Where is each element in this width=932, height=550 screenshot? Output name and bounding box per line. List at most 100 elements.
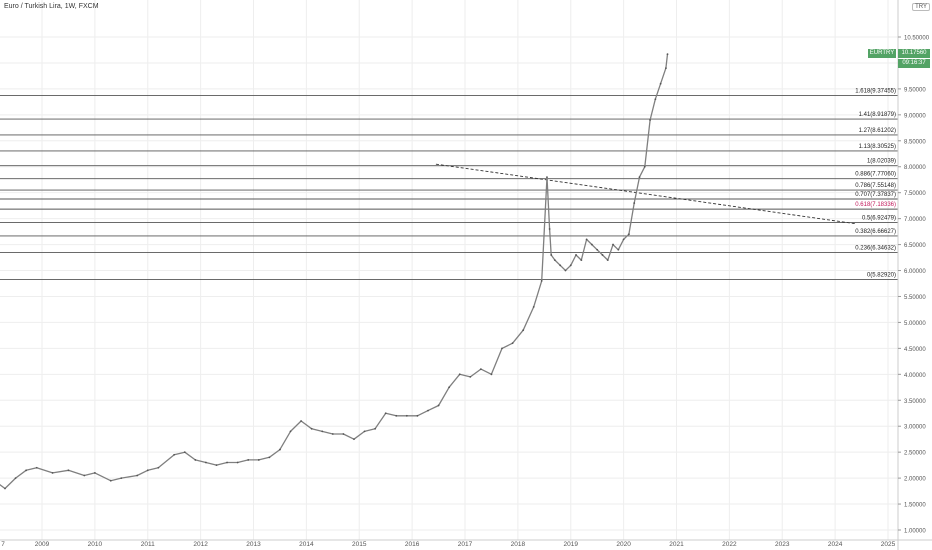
price-point <box>548 228 551 230</box>
price-point <box>437 404 440 407</box>
y-tick-label: 7.00000 <box>904 217 926 223</box>
price-point <box>67 469 70 472</box>
price-point <box>405 414 408 417</box>
y-tick-label: 5.00000 <box>904 321 926 327</box>
trendline[interactable] <box>435 163 857 225</box>
x-tick-label: 2013 <box>246 541 261 548</box>
price-point <box>553 259 556 262</box>
price-point <box>226 461 228 464</box>
x-tick-label: 2014 <box>299 541 314 548</box>
fib-level-label: 1.41(8.91879) <box>859 112 896 118</box>
price-point <box>569 264 572 267</box>
price-point <box>268 456 271 459</box>
price-point <box>14 477 17 480</box>
price-point <box>596 248 599 251</box>
price-point <box>511 342 514 345</box>
x-tick-label: 2021 <box>669 541 684 548</box>
fib-level-label: 0.707(7.37837) <box>855 192 896 198</box>
x-tick-label: 2023 <box>775 541 790 548</box>
fib-level-label: 1.27(8.61202) <box>859 128 896 134</box>
price-point <box>532 305 535 308</box>
price-point <box>146 469 149 472</box>
price-point <box>236 461 239 464</box>
x-tick-label: 2018 <box>511 541 526 548</box>
y-tick-label: 9.50000 <box>904 87 926 93</box>
price-point <box>374 427 377 430</box>
dashed-trendline[interactable] <box>435 163 857 225</box>
y-tick-label: 10.50000 <box>904 36 930 42</box>
price-point <box>522 329 525 332</box>
price-series <box>0 53 669 490</box>
price-point <box>279 448 281 451</box>
fib-level-label: 0.886(7.77060) <box>855 172 896 178</box>
price-point <box>35 466 38 469</box>
fib-level-label: 0.786(7.55148) <box>855 183 896 189</box>
fib-level-label: 0.236(6.34632) <box>855 246 896 252</box>
price-point <box>479 368 482 371</box>
price-point <box>4 487 6 490</box>
y-axis[interactable]: 1.00000 1.50000 2.00000 2.50000 3.00000 3.500… <box>897 0 930 550</box>
x-tick-label: 2009 <box>35 541 50 548</box>
y-tick-label: 2.50000 <box>904 451 926 457</box>
price-point <box>93 472 96 474</box>
x-tick-label: 2015 <box>352 541 367 548</box>
x-tick-label: 2020 <box>616 541 631 548</box>
y-tick-label: 6.50000 <box>904 243 926 249</box>
price-point <box>585 238 588 241</box>
y-tick-label: 5.50000 <box>904 295 926 301</box>
price-point <box>25 469 28 472</box>
price-point <box>612 243 614 246</box>
price-point <box>300 420 302 422</box>
price-point <box>591 243 593 246</box>
countdown-tag: 09:16:37 <box>898 58 930 68</box>
y-tick-label: 9.00000 <box>904 113 926 119</box>
price-point <box>83 474 86 477</box>
price-point <box>575 254 577 256</box>
price-point <box>654 98 657 101</box>
price-point <box>540 280 543 282</box>
price-point <box>550 254 553 256</box>
price-point <box>120 477 123 480</box>
fib-level-label: 1.618(9.37455) <box>855 88 896 94</box>
price-point <box>363 430 366 433</box>
price-point <box>580 259 583 262</box>
x-tick-label: 7 <box>1 541 5 548</box>
price-point <box>448 386 451 389</box>
fibonacci-levels[interactable]: 1.618(9.37455) 1.41(8.91879) 1.27(8.61202)… <box>0 88 898 280</box>
price-point <box>416 414 419 417</box>
price-point <box>666 53 669 56</box>
price-point <box>601 254 604 256</box>
y-tick-label: 3.50000 <box>904 399 926 405</box>
price-point <box>331 433 334 435</box>
x-axis[interactable]: 7 2009 2010 2011 2012 2013 2014 2015 2016 2017 201… <box>0 539 932 548</box>
price-point <box>51 472 54 474</box>
price-point <box>633 202 636 204</box>
y-tick-label: 7.50000 <box>904 191 926 197</box>
price-point <box>649 119 651 121</box>
price-point <box>643 165 646 168</box>
price-point <box>638 176 641 179</box>
price-point <box>469 376 472 378</box>
y-tick-label: 6.00000 <box>904 269 926 275</box>
fib-level-label: 0.5(6.92479) <box>862 216 896 222</box>
fib-level-label: 0(5.82920) <box>867 272 896 278</box>
price-point <box>136 474 139 477</box>
last-price-tag: 10.17560 <box>898 48 930 58</box>
currency-badge[interactable]: TRY <box>912 3 930 11</box>
y-tick-label: 1.50000 <box>904 503 926 509</box>
y-tick-label: 8.50000 <box>904 139 926 145</box>
chart-title: Euro / Turkish Lira, 1W, FXCM <box>4 3 99 10</box>
fib-level-label: 1(8.02039) <box>867 159 896 165</box>
price-point <box>622 238 625 241</box>
fib-level-label: 0.618(7.18336) <box>855 202 896 208</box>
x-tick-label: 2010 <box>88 541 103 548</box>
price-point <box>628 233 630 236</box>
x-tick-label: 2024 <box>828 541 843 548</box>
price-point <box>205 461 207 464</box>
price-point <box>458 373 461 376</box>
price-point <box>606 259 609 262</box>
price-point <box>173 453 176 456</box>
price-point <box>257 459 260 461</box>
price-point <box>617 248 620 251</box>
